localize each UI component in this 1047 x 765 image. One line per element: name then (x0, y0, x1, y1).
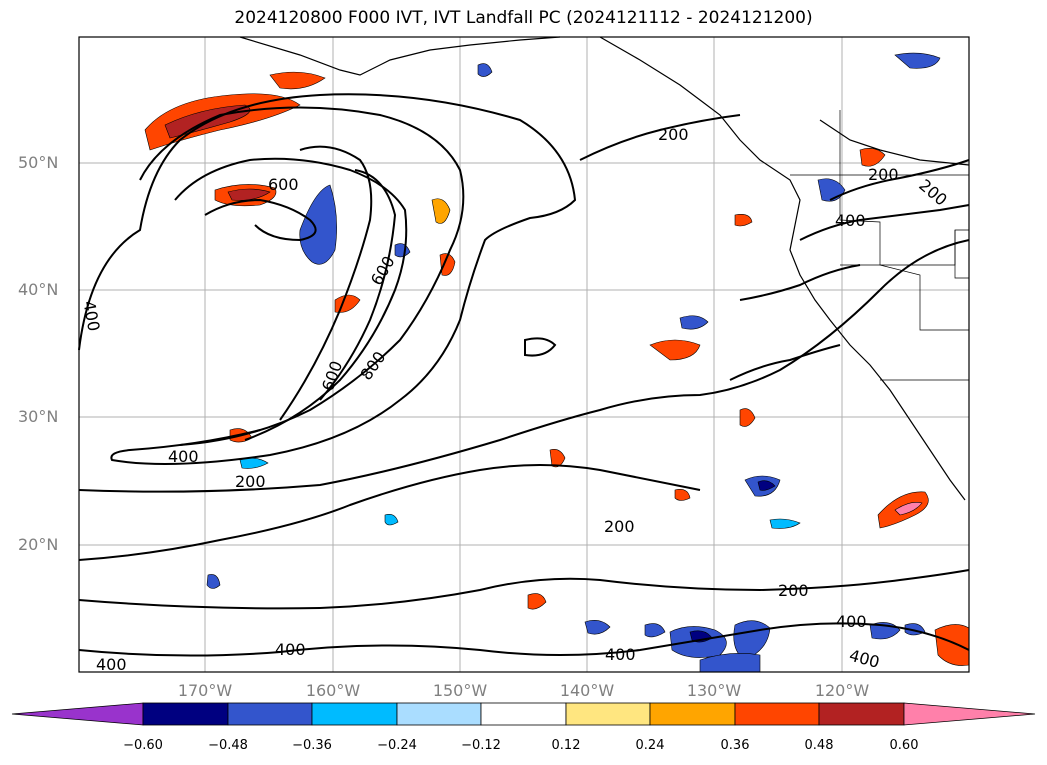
lon-label: 120°W (814, 681, 870, 700)
contour-label: 200 (235, 472, 266, 491)
colorbar-tick: −0.24 (377, 738, 417, 753)
contour-label: 400 (168, 447, 199, 466)
ivt-contours (78, 93, 970, 657)
colorbar-tick: −0.48 (208, 738, 248, 753)
map-title: 2024120800 F000 IVT, IVT Landfall PC (20… (234, 8, 813, 28)
lon-label: 150°W (432, 681, 488, 700)
colorbar-tick: −0.60 (123, 738, 163, 753)
map-border (78, 36, 970, 673)
lon-label: 130°W (686, 681, 742, 700)
lon-label: 140°W (559, 681, 615, 700)
colorbar-tick: 0.48 (804, 738, 834, 753)
contour-label: 400 (96, 655, 127, 674)
colorbar-tick: −0.36 (292, 738, 332, 753)
lon-label: 170°W (177, 681, 233, 700)
contour-label: 400 (605, 645, 636, 664)
gridlines (79, 37, 969, 672)
contour-label: 400 (275, 640, 306, 659)
contour-label: 400 (836, 612, 867, 631)
borders (790, 110, 969, 381)
contour-label: 200 (604, 517, 635, 536)
contour-label: 600 (268, 175, 299, 194)
colorbar-tick: 0.36 (720, 738, 750, 753)
lat-label: 20°N (18, 535, 59, 554)
contour-label: 200 (658, 125, 689, 144)
colorbar-extend-high (903, 702, 1036, 726)
colorbar-tick: −0.12 (461, 738, 501, 753)
lat-label: 50°N (18, 153, 59, 172)
lat-label: 30°N (18, 407, 59, 426)
lat-label: 40°N (18, 280, 59, 299)
contour-label: 400 (835, 211, 866, 230)
colorbar-tick: 0.12 (551, 738, 581, 753)
positive-patches (144, 71, 970, 666)
colorbar-tick: 0.60 (889, 738, 919, 753)
colorbar (11, 702, 1036, 726)
contour-label: 200 (868, 165, 899, 184)
contour-label: 200 (778, 581, 809, 600)
colorbar-extend-low (11, 702, 144, 726)
lon-label: 160°W (305, 681, 361, 700)
colorbar-tick: 0.24 (635, 738, 665, 753)
negative-patches (206, 52, 941, 673)
